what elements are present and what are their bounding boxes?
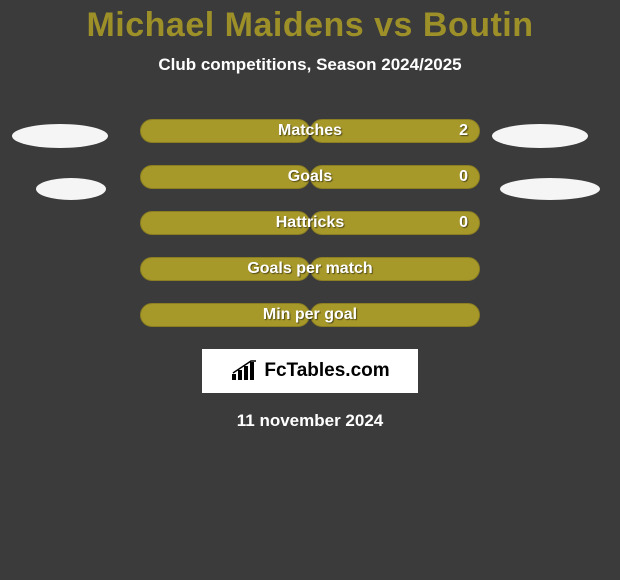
brand-text: FcTables.com [264, 360, 389, 382]
decor-ellipse [12, 124, 108, 148]
bar-track: Matches [140, 119, 480, 143]
stat-rows: Matches2Goals0Hattricks0Goals per matchM… [0, 119, 620, 327]
stat-row: Goals per match [0, 257, 620, 281]
decor-ellipse [492, 124, 588, 148]
brand-icon [230, 360, 258, 382]
date-stamp: 11 november 2024 [0, 411, 620, 431]
bar-track: Goals per match [140, 257, 480, 281]
page-subtitle: Club competitions, Season 2024/2025 [0, 55, 620, 75]
comparison-card: Michael Maidens vs Boutin Club competiti… [0, 0, 620, 580]
bar-track: Goals [140, 165, 480, 189]
page-title: Michael Maidens vs Boutin [0, 0, 620, 45]
value-right: 2 [459, 119, 468, 143]
bar-track: Min per goal [140, 303, 480, 327]
bar-label: Goals [140, 165, 480, 189]
stat-row: Hattricks0 [0, 211, 620, 235]
decor-ellipse [36, 178, 106, 200]
bar-label: Min per goal [140, 303, 480, 327]
bar-label: Goals per match [140, 257, 480, 281]
decor-ellipse [500, 178, 600, 200]
bar-label: Hattricks [140, 211, 480, 235]
value-right: 0 [459, 165, 468, 189]
stat-row: Min per goal [0, 303, 620, 327]
brand-badge: FcTables.com [202, 349, 418, 393]
value-right: 0 [459, 211, 468, 235]
bar-track: Hattricks [140, 211, 480, 235]
bar-label: Matches [140, 119, 480, 143]
